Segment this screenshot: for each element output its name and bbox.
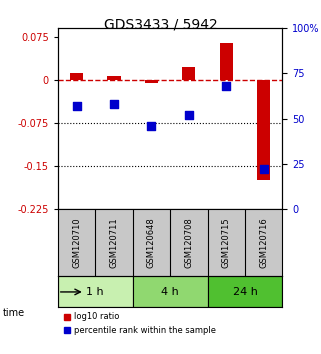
Text: 1 h: 1 h bbox=[86, 287, 104, 297]
Text: GSM120711: GSM120711 bbox=[109, 217, 118, 268]
Text: GSM120715: GSM120715 bbox=[222, 217, 231, 268]
Text: GSM120708: GSM120708 bbox=[184, 217, 193, 268]
Point bbox=[74, 103, 79, 109]
Bar bbox=[70, 73, 83, 80]
Text: GSM120716: GSM120716 bbox=[259, 217, 268, 268]
Point bbox=[186, 112, 191, 118]
Bar bbox=[108, 76, 120, 80]
Point bbox=[224, 83, 229, 89]
Text: 24 h: 24 h bbox=[233, 287, 257, 297]
FancyBboxPatch shape bbox=[58, 276, 133, 307]
Text: time: time bbox=[3, 308, 25, 318]
FancyBboxPatch shape bbox=[208, 276, 282, 307]
Bar bbox=[145, 80, 158, 83]
FancyBboxPatch shape bbox=[133, 276, 208, 307]
Bar bbox=[257, 80, 270, 180]
Point bbox=[149, 123, 154, 129]
Legend: log10 ratio, percentile rank within the sample: log10 ratio, percentile rank within the … bbox=[62, 312, 217, 336]
Text: 4 h: 4 h bbox=[161, 287, 179, 297]
Text: GDS3433 / 5942: GDS3433 / 5942 bbox=[104, 18, 217, 32]
Point bbox=[261, 166, 266, 172]
Bar bbox=[220, 42, 233, 80]
Bar bbox=[182, 67, 195, 80]
Point bbox=[111, 101, 117, 107]
Text: GSM120710: GSM120710 bbox=[72, 217, 81, 268]
Text: GSM120648: GSM120648 bbox=[147, 217, 156, 268]
